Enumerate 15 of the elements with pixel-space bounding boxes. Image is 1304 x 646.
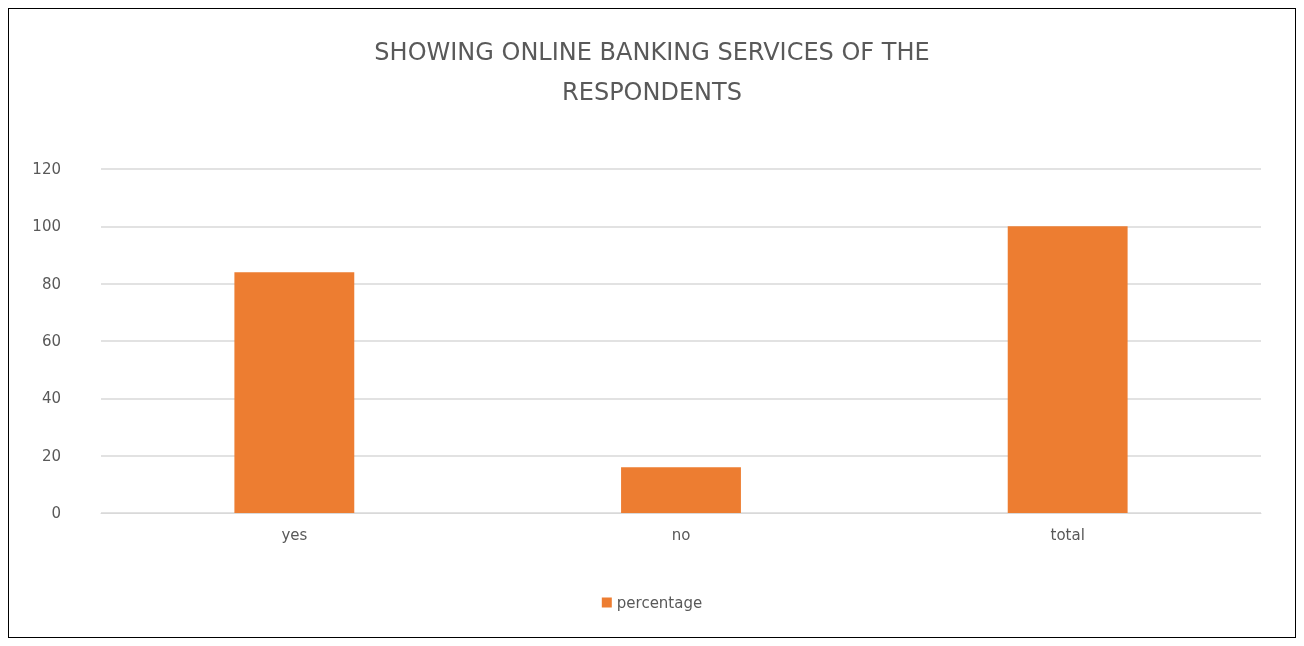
y-tick-label: 0 — [51, 504, 61, 522]
x-tick-label: no — [671, 525, 691, 544]
y-tick-label: 120 — [32, 160, 61, 178]
x-tick-label: yes — [281, 525, 308, 544]
chart-title: SHOWING ONLINE BANKING SERVICES OF THE RESPONDENTS — [374, 38, 930, 106]
y-tick-label: 40 — [41, 389, 61, 408]
x-tick-label: total — [1050, 525, 1085, 544]
y-tick-label: 100 — [32, 217, 61, 236]
legend-label: percentage — [616, 593, 703, 612]
y-tick-label: 80 — [41, 274, 61, 293]
bar — [1007, 226, 1128, 513]
y-tick-label: 60 — [41, 332, 61, 350]
bar — [621, 467, 741, 513]
bar — [234, 272, 355, 513]
y-tick-label: 20 — [41, 446, 61, 465]
